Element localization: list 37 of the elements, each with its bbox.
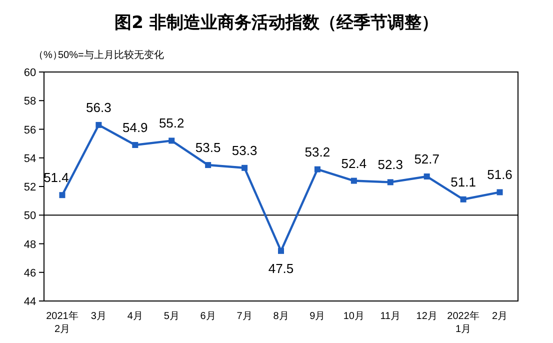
- x-tick-label: 8月: [273, 311, 289, 322]
- x-tick-label: 12月: [416, 311, 438, 322]
- x-tick-label: 2月: [492, 311, 508, 322]
- chart-title: 图2 非制造业商务活动指数（经季节调整）: [114, 13, 438, 33]
- data-label: 51.4: [44, 170, 69, 186]
- x-tick-label: 11月: [380, 311, 401, 322]
- x-tick-label: 4月: [127, 311, 143, 322]
- y-tick-label: 56: [24, 124, 36, 136]
- data-label: 51.6: [487, 167, 512, 182]
- data-label: 52.3: [378, 157, 404, 172]
- x-tick-label: 9月: [310, 311, 326, 322]
- x-tick-label: 3月: [90, 311, 106, 322]
- y-tick-label: 46: [24, 267, 36, 280]
- y-tick-label: 50: [24, 210, 36, 222]
- data-label: 52.4: [341, 156, 367, 171]
- data-label: 52.7: [414, 151, 440, 166]
- data-label: 53.5: [195, 140, 221, 156]
- x-tick-label: 10月: [343, 311, 364, 322]
- x-tick-label: 7月: [236, 311, 252, 322]
- x-tick-label: 5月: [164, 311, 180, 322]
- x-tick-label: 2021年 2月: [46, 310, 78, 335]
- y-tick-label: 52: [24, 182, 36, 194]
- data-label: 51.1: [450, 174, 476, 190]
- y-tick-label: 60: [24, 67, 36, 79]
- y-tick-label: 54: [24, 152, 36, 165]
- y-tick-label: 58: [24, 96, 36, 108]
- data-label: 53.2: [304, 144, 330, 160]
- y-tick-label: 48: [24, 238, 36, 251]
- data-label: 53.3: [232, 142, 258, 158]
- data-label: 47.5: [268, 260, 294, 276]
- x-tick-label: 2022年 1月: [447, 310, 480, 335]
- data-label: 54.9: [122, 120, 148, 135]
- text: 50%=与上月比较无变化: [58, 49, 164, 61]
- x-tick-label: 6月: [200, 311, 216, 322]
- y-tick-label: 44: [24, 296, 36, 308]
- data-label: 56.3: [86, 100, 112, 115]
- data-label: 55.2: [158, 116, 184, 131]
